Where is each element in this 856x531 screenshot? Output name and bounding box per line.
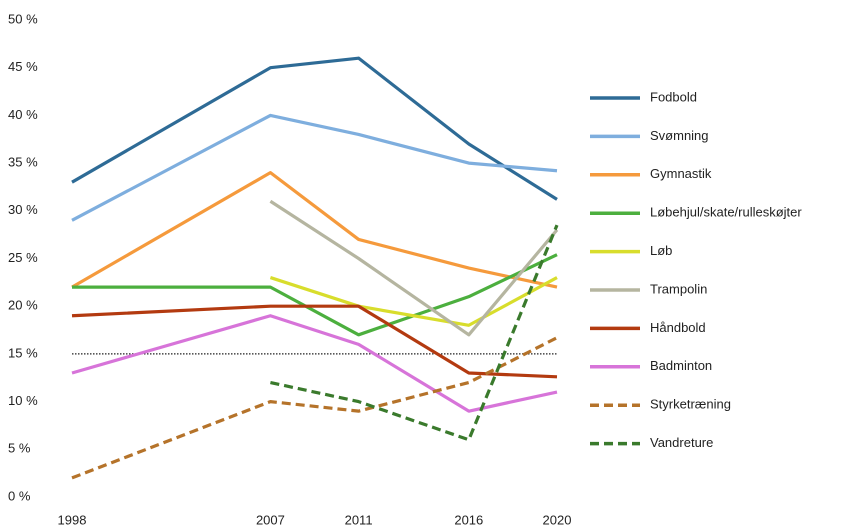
legend-label: Trampolin [650,281,707,296]
series-line [269,199,559,337]
series-line [71,304,558,379]
series-line [269,276,558,327]
y-tick-label: 10 % [8,393,38,408]
x-tick-label: 2011 [345,512,373,527]
y-tick-label: 20 % [8,298,38,313]
legend-label: Løbehjul/skate/rulleskøjter [650,205,802,220]
legend-label: Badminton [650,358,712,373]
x-tick-label: 2020 [543,512,572,527]
y-tick-label: 0 % [8,488,31,503]
legend-label: Gymnastik [650,166,712,181]
y-tick-label: 25 % [8,250,38,265]
y-tick-label: 15 % [8,345,38,360]
legend-label: Vandreture [650,435,713,450]
y-tick-label: 50 % [8,11,38,26]
x-tick-label: 2007 [256,512,285,527]
legend-label: Fodbold [650,89,697,104]
x-tick-label: 2016 [454,512,483,527]
y-tick-label: 40 % [8,107,38,122]
series-line [270,224,559,442]
series-line [71,56,558,201]
series-line [71,171,558,289]
legend-label: Svømning [650,128,709,143]
x-tick-label: 1998 [58,512,87,527]
y-tick-label: 45 % [8,59,38,74]
series-line [72,253,558,337]
y-tick-label: 35 % [8,155,38,170]
legend-label: Løb [650,243,672,258]
y-tick-label: 30 % [8,202,38,217]
legend-label: Styrketræning [650,397,731,412]
series-line [71,314,558,413]
y-tick-label: 5 % [8,441,31,456]
series-line [71,113,558,222]
legend-label: Håndbold [650,320,706,335]
